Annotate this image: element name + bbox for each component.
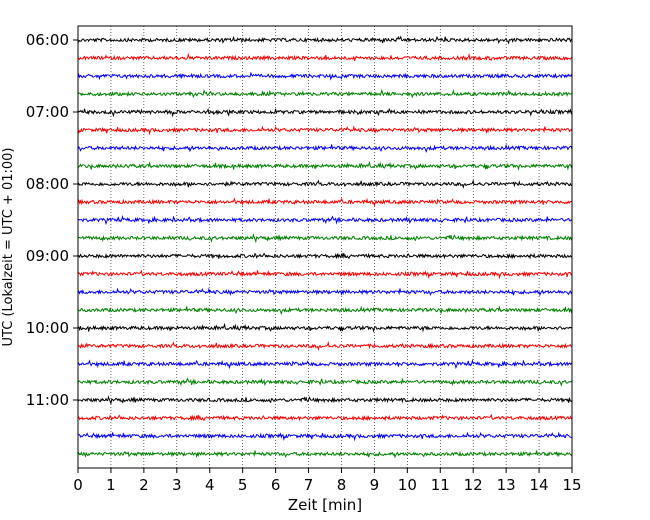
x-tick-label: 3 [172, 476, 182, 494]
x-tick-label: 6 [271, 476, 281, 494]
seismic-trace [77, 71, 573, 81]
seismic-trace [77, 125, 573, 136]
seismic-trace [77, 358, 573, 370]
y-axis-ticks: 06:00 07:00 08:00 09:00 10:00 11:00 [26, 31, 78, 409]
seismic-trace [77, 179, 573, 189]
seismic-trace [77, 413, 573, 422]
seismic-trace [77, 214, 573, 226]
x-tick-label: 1 [106, 476, 116, 494]
seismic-trace [77, 197, 573, 208]
seismic-traces [77, 35, 573, 459]
seismic-trace [77, 88, 573, 99]
seismic-trace [77, 287, 573, 297]
y-tick-label: 08:00 [26, 175, 69, 193]
seismic-trace [77, 341, 573, 351]
y-tick-label: 07:00 [26, 103, 69, 121]
y-tick-label: 09:00 [26, 247, 69, 265]
x-axis-label: Zeit [min] [288, 496, 362, 514]
seismic-trace [77, 143, 573, 153]
x-axis-ticks: 0 1 2 3 4 5 6 7 8 9 10 11 12 13 14 15 [73, 468, 582, 494]
y-tick-label: 10:00 [26, 319, 69, 337]
seismic-trace [77, 322, 573, 333]
seismic-trace [77, 269, 573, 280]
x-tick-label: 8 [337, 476, 347, 494]
x-tick-label: 5 [238, 476, 248, 494]
seismic-trace [77, 233, 573, 244]
x-tick-label: 9 [370, 476, 380, 494]
x-tick-label: 15 [562, 476, 581, 494]
plot-frame [77, 25, 573, 469]
y-tick-label: 06:00 [26, 31, 69, 49]
x-tick-label: 13 [497, 476, 516, 494]
seismic-trace [77, 35, 573, 45]
y-tick-label: 11:00 [26, 391, 69, 409]
x-tick-label: 0 [73, 476, 83, 494]
x-tick-label: 14 [530, 476, 549, 494]
seismic-trace [77, 160, 573, 171]
seismic-trace [77, 252, 573, 260]
seismic-trace [77, 450, 573, 459]
x-tick-label: 2 [139, 476, 149, 494]
x-tick-label: 11 [431, 476, 450, 494]
x-tick-label: 4 [205, 476, 215, 494]
seismic-trace [77, 431, 573, 442]
x-tick-label: 12 [464, 476, 483, 494]
seismic-trace [77, 52, 573, 62]
y-axis-label: UTC (Lokalzeit = UTC + 01:00) [1, 148, 16, 347]
x-tick-label: 10 [398, 476, 417, 494]
seismic-trace [77, 107, 573, 118]
x-tick-label: 7 [304, 476, 314, 494]
seismic-trace [77, 395, 573, 406]
seismic-trace [77, 377, 573, 387]
seismic-trace [77, 305, 573, 315]
